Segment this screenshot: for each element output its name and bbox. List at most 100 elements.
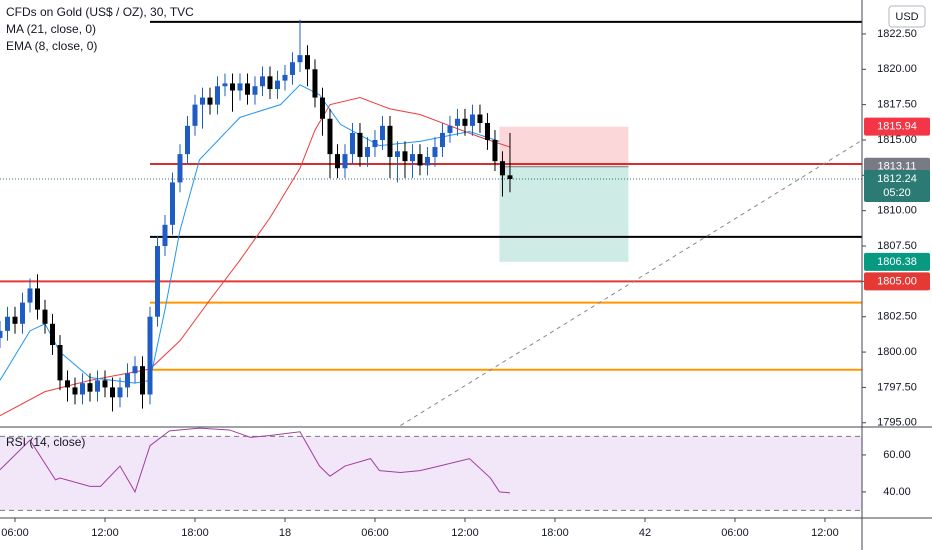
y-tick-label: 1820.00 — [877, 63, 917, 75]
candle-body — [447, 125, 453, 133]
candle-body — [94, 380, 100, 392]
candle-body — [177, 154, 183, 183]
candle-body — [312, 69, 318, 98]
candle-body — [222, 83, 228, 87]
y-tick-label: 1810.00 — [877, 205, 917, 217]
candle-body — [462, 118, 468, 126]
y-tick-label: 1807.50 — [877, 240, 917, 252]
candle-body — [432, 147, 438, 157]
y-tick-label: 1797.50 — [877, 381, 917, 393]
x-tick-label: 06:00 — [361, 527, 389, 539]
candle-body — [327, 118, 333, 155]
price-label: 1806.38 — [877, 256, 917, 268]
candle-body — [372, 139, 378, 148]
candle-body — [289, 62, 295, 75]
candle-body — [64, 380, 70, 388]
candle-body — [154, 246, 160, 317]
candle-body — [274, 80, 280, 90]
candle-body — [49, 323, 55, 345]
candle-body — [469, 114, 475, 126]
candle-body — [342, 154, 348, 169]
rsi-tick-label: 40.00 — [883, 486, 911, 498]
chart-title: CFDs on Gold (US$ / OZ), 30, TVC — [6, 5, 194, 19]
candle-body — [297, 55, 303, 63]
candle-body — [252, 86, 258, 95]
candle-body — [132, 366, 138, 374]
candle-body — [184, 125, 190, 155]
x-tick-label: 18 — [279, 527, 291, 539]
x-tick-label: 12:00 — [811, 527, 839, 539]
candle-body — [214, 86, 220, 105]
indicator-name: MA (21, close, 0) — [6, 22, 96, 36]
indicator-name: EMA (8, close, 0) — [6, 39, 97, 53]
price-label-box — [864, 170, 930, 203]
rsi-band — [0, 436, 862, 511]
position-risk — [499, 126, 629, 167]
candle-body — [499, 161, 505, 176]
price-label: 1815.94 — [877, 121, 917, 133]
candle-body — [304, 55, 310, 70]
candle-body — [4, 316, 10, 331]
countdown: 05:20 — [883, 187, 911, 199]
candle-body — [417, 154, 423, 166]
candle-body — [109, 387, 115, 398]
candle-body — [357, 132, 363, 157]
position-reward — [499, 166, 629, 262]
candle-body — [244, 83, 250, 95]
currency: USD — [895, 11, 918, 23]
candle-body — [207, 97, 213, 105]
candle-body — [477, 114, 483, 124]
currency-button[interactable] — [888, 5, 926, 28]
candle-body — [79, 383, 85, 395]
candle-body — [102, 380, 108, 388]
indicator-line — [0, 97, 511, 417]
rsi-name: RSI (14, close) — [6, 435, 85, 449]
y-tick-label: 1815.00 — [877, 134, 917, 146]
candle-body — [87, 383, 93, 392]
candle-body — [229, 83, 235, 91]
candle-body — [379, 125, 385, 140]
candle-body — [27, 288, 33, 303]
candle-body — [484, 123, 490, 140]
candle-body — [454, 118, 460, 126]
y-tick-label: 1795.00 — [877, 417, 917, 429]
candle-body — [334, 154, 340, 169]
price-label-box — [864, 117, 930, 136]
trend-line — [400, 139, 862, 427]
price-label: 1813.11 — [878, 161, 917, 173]
candle-body — [349, 132, 355, 155]
candle-body — [259, 76, 265, 87]
y-tick-label: 1817.50 — [877, 99, 917, 111]
candle-body — [72, 387, 78, 395]
candle-body — [192, 104, 198, 126]
candle-body — [162, 224, 168, 247]
labels: MA (21, close, 0) EMA (8, close, 0) RSI (1… — [6, 5, 930, 449]
candle-body — [19, 302, 25, 324]
x-tick-label: 42 — [639, 527, 651, 539]
candle-body — [147, 316, 153, 395]
candle-body — [402, 151, 408, 162]
rsi-line — [0, 427, 511, 494]
candle-body — [42, 309, 48, 324]
candle-body — [57, 344, 63, 381]
x-tick-label: 12:00 — [451, 527, 479, 539]
x-tick-label: 06:00 — [1, 527, 29, 539]
candle-body — [507, 175, 513, 180]
x-tick-label: 06:00 — [721, 527, 749, 539]
candle-body — [34, 288, 40, 310]
candle-body — [282, 74, 288, 81]
price-label: 1812.24 — [877, 173, 917, 185]
candle-body — [319, 97, 325, 119]
x-tick-label: 18:00 — [181, 527, 209, 539]
price-label-box — [864, 272, 930, 291]
candle-body — [492, 139, 498, 162]
candle-body — [394, 151, 400, 157]
candle-body — [199, 97, 205, 105]
x-tick-label: 18:00 — [541, 527, 569, 539]
candle-body — [409, 154, 415, 162]
candle-body — [237, 83, 243, 91]
y-tick-label: 1800.00 — [877, 346, 917, 358]
candle-body — [12, 316, 18, 324]
candle-body — [267, 76, 273, 90]
